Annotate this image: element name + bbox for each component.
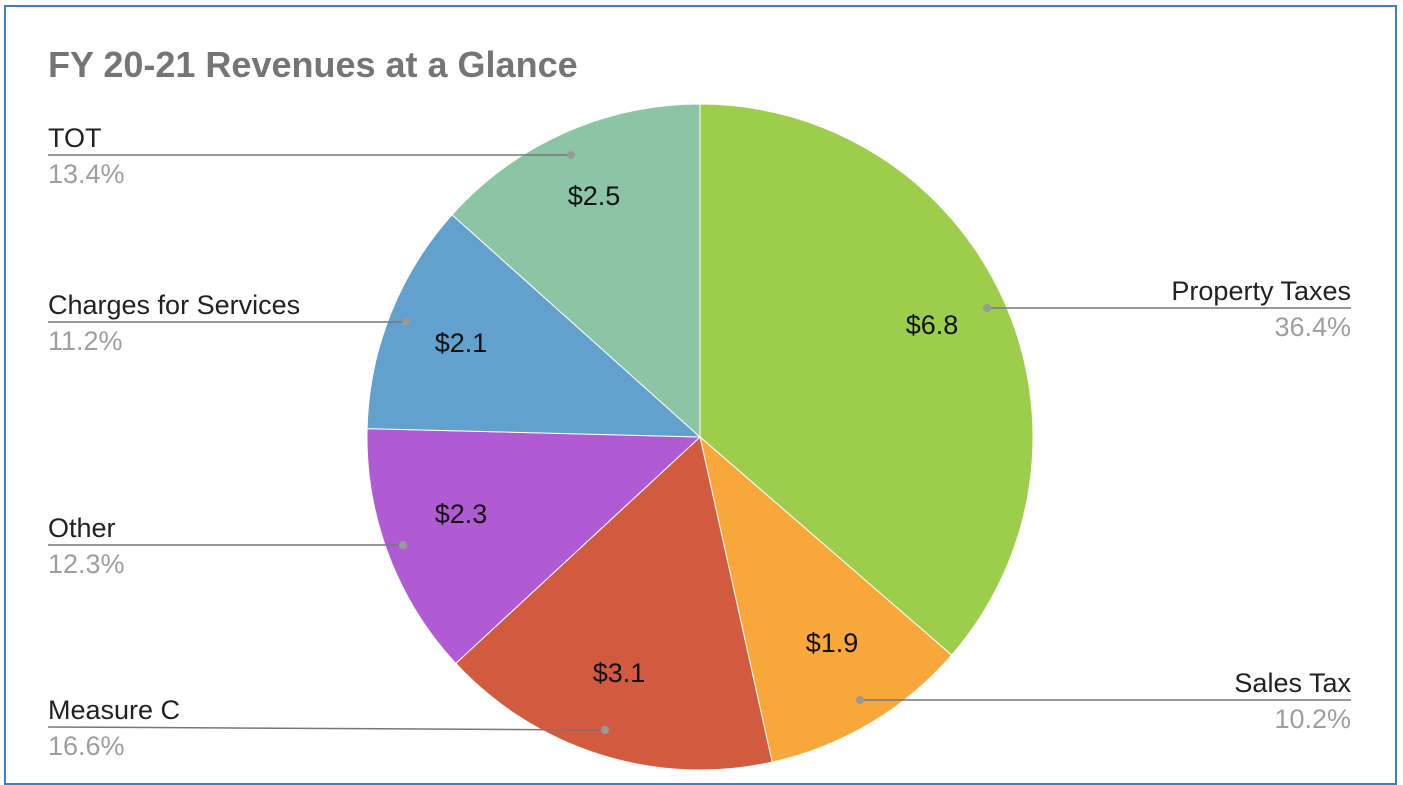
leader-dot-other <box>399 541 407 549</box>
leader-dot-property-taxes <box>983 304 991 312</box>
slice-value-other: $2.3 <box>435 499 488 529</box>
legend-percent-property-taxes: 36.4% <box>1274 312 1351 342</box>
legend-percent-charges-for-services: 11.2% <box>48 326 123 356</box>
pie-slice-tot <box>451 103 701 439</box>
legend-label-sales-tax: Sales Tax <box>1234 668 1351 698</box>
slice-value-property-taxes: $6.8 <box>906 310 959 340</box>
legend-label-measure-c: Measure C <box>48 695 180 725</box>
pie-slice-property-taxes <box>699 103 1034 656</box>
pie-slice-other <box>366 428 702 665</box>
legend-percent-measure-c: 16.6% <box>48 731 125 761</box>
legend-label-other: Other <box>48 513 116 543</box>
chart-title: FY 20-21 Revenues at a Glance <box>48 44 578 85</box>
legend-label-tot: TOT <box>48 123 102 153</box>
leader-dot-charges-for-services <box>402 318 410 326</box>
slice-value-tot: $2.5 <box>568 181 621 211</box>
slice-value-sales-tax: $1.9 <box>806 628 859 658</box>
legend-percent-other: 12.3% <box>48 549 125 579</box>
legend-percent-tot: 13.4% <box>48 159 125 189</box>
slice-value-charges-for-services: $2.1 <box>435 328 488 358</box>
slice-value-measure-c: $3.1 <box>593 658 646 688</box>
legend-label-property-taxes: Property Taxes <box>1171 276 1351 306</box>
pie-slice-sales-tax <box>699 435 953 763</box>
legend-percent-sales-tax: 10.2% <box>1274 704 1351 734</box>
pie-slice-charges-for-services <box>366 214 702 438</box>
legend-label-charges-for-services: Charges for Services <box>48 290 300 320</box>
leader-dot-tot <box>567 151 575 159</box>
leader-dot-measure-c <box>601 726 609 734</box>
leader-dot-sales-tax <box>856 696 864 704</box>
leader-line-measure-c <box>47 726 606 731</box>
pie-slice-measure-c <box>455 436 773 771</box>
